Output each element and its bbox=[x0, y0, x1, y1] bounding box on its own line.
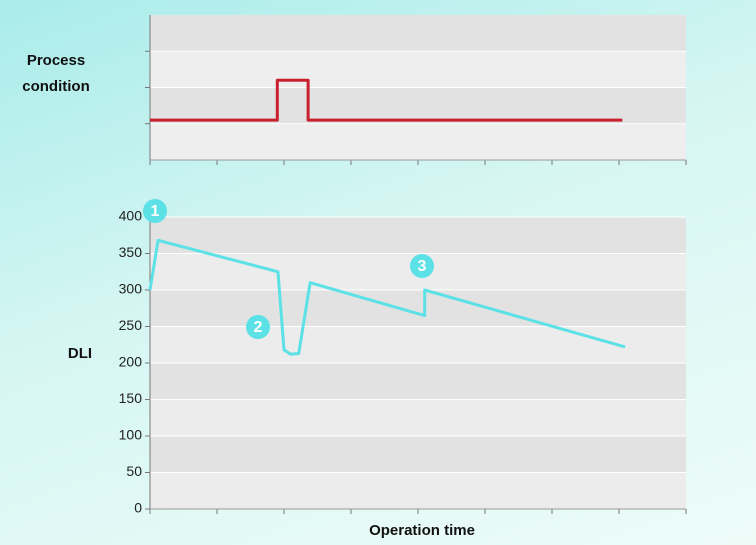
y-tick-label: 300 bbox=[119, 281, 143, 297]
grid-band bbox=[150, 123, 686, 160]
grid-band bbox=[150, 217, 686, 254]
y-tick-label: 0 bbox=[134, 500, 142, 516]
grid-band bbox=[150, 399, 686, 436]
y-tick-label: 50 bbox=[126, 463, 142, 479]
grid-band bbox=[150, 15, 686, 52]
y-tick-label: 200 bbox=[119, 354, 143, 370]
grid-band bbox=[150, 363, 686, 400]
grid-band bbox=[150, 472, 686, 509]
data-line bbox=[150, 78, 623, 122]
grid-band bbox=[150, 326, 686, 363]
annotation-badge bbox=[410, 254, 434, 278]
x-axis-label: Operation time bbox=[369, 522, 475, 539]
grid-band bbox=[150, 87, 686, 124]
annotation-badge bbox=[143, 199, 167, 223]
annotation-text: 3 bbox=[418, 258, 427, 275]
annotation-text: 1 bbox=[151, 203, 160, 220]
grid-band bbox=[150, 290, 686, 327]
annotation: 2 bbox=[246, 315, 270, 339]
y-tick-label: 250 bbox=[119, 317, 143, 333]
y-tick-label: 100 bbox=[119, 427, 143, 443]
y-axis-label: Process condition bbox=[22, 52, 90, 95]
y-axis-label: DLI bbox=[67, 345, 93, 362]
annotation: 1 bbox=[143, 199, 167, 223]
grid-band bbox=[150, 51, 686, 88]
y-tick-label: 350 bbox=[119, 244, 143, 260]
annotation: 3 bbox=[410, 254, 434, 278]
y-tick-label: 400 bbox=[119, 208, 143, 224]
grid-band bbox=[150, 436, 686, 473]
data-line bbox=[148, 238, 626, 356]
y-tick-label: 150 bbox=[119, 390, 143, 406]
annotation-text: 2 bbox=[254, 319, 263, 336]
annotation-badge bbox=[246, 315, 270, 339]
